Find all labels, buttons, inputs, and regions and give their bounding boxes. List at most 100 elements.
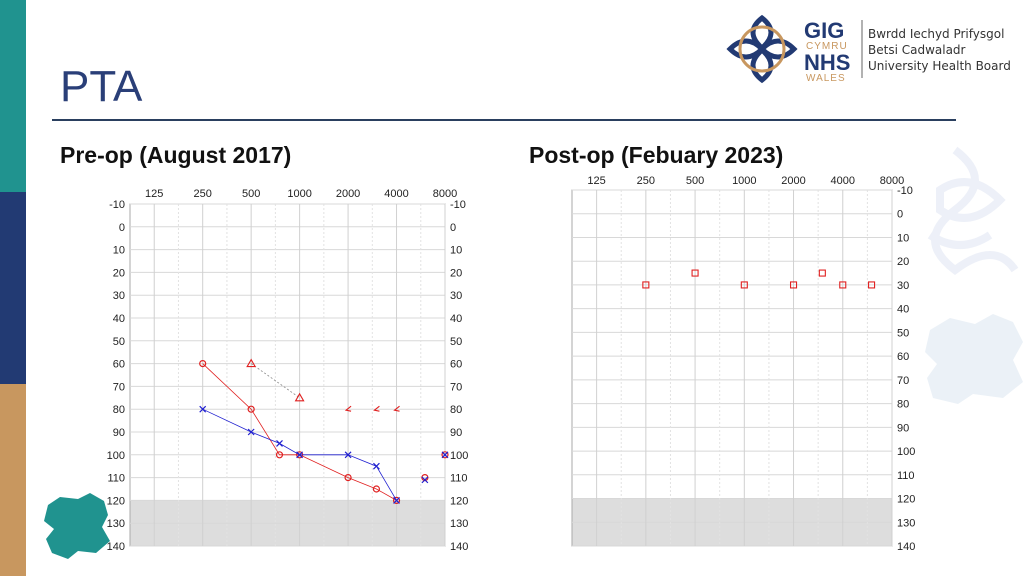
y-tick-right: 10 bbox=[897, 232, 909, 244]
point-square bbox=[789, 281, 798, 289]
series-line bbox=[250, 363, 300, 399]
point-circle bbox=[247, 405, 255, 413]
x-tick: 500 bbox=[686, 175, 704, 187]
y-tick-right: 20 bbox=[897, 256, 909, 268]
y-tick-right: 70 bbox=[450, 381, 462, 393]
y-tick-left: 80 bbox=[113, 404, 125, 416]
celtic-knot-icon bbox=[726, 14, 798, 84]
y-tick-right: 130 bbox=[450, 518, 468, 530]
point-square bbox=[818, 269, 826, 277]
point-cross bbox=[441, 451, 449, 459]
faded-knot-watermark bbox=[927, 146, 1019, 276]
y-tick-right: 80 bbox=[897, 399, 909, 411]
post-op-audiogram: -10 0 10 20 30 40 50 60 70 80 90 100 110 120 130 140 125… bbox=[571, 175, 915, 553]
y-tick-right: 60 bbox=[450, 359, 462, 371]
x-tick: 500 bbox=[242, 188, 260, 200]
y-tick-left: 40 bbox=[113, 313, 125, 325]
pre-op-audiogram: -10 -10 0 0 10 10 20 20 30 30 40 40 50 50 60 60 70 70 80 80… bbox=[107, 188, 469, 553]
point-cross bbox=[393, 496, 400, 504]
y-tick-left: 130 bbox=[107, 518, 125, 530]
logo-wales: WALES bbox=[806, 73, 846, 84]
y-tick-right: 130 bbox=[897, 517, 915, 529]
logo-line2: Betsi Cadwaladr bbox=[868, 43, 966, 57]
y-tick-left: 0 bbox=[119, 222, 125, 234]
point-triangle bbox=[294, 392, 305, 402]
y-tick-right: 90 bbox=[450, 427, 462, 439]
point-square bbox=[868, 281, 876, 289]
point-circle bbox=[441, 451, 449, 459]
logo-gig: GIG bbox=[804, 18, 844, 43]
y-tick-left: 140 bbox=[107, 541, 125, 553]
y-tick-left: 110 bbox=[107, 473, 125, 485]
y-tick-right: 90 bbox=[897, 422, 909, 434]
y-tick-right: 110 bbox=[450, 473, 468, 485]
y-tick-left: 20 bbox=[113, 267, 125, 279]
point-square bbox=[839, 281, 847, 289]
point-cross bbox=[373, 462, 380, 470]
y-tick-right: 30 bbox=[897, 280, 909, 292]
post-op-heading: Post-op (Febuary 2023) bbox=[529, 142, 784, 168]
y-tick-left: 50 bbox=[113, 336, 125, 348]
x-tick: 1000 bbox=[732, 175, 756, 187]
x-tick: 4000 bbox=[831, 175, 855, 187]
y-tick-right: 80 bbox=[450, 404, 462, 416]
y-tick-right: -10 bbox=[897, 185, 913, 197]
x-tick: 125 bbox=[587, 175, 605, 187]
y-tick-right: 70 bbox=[897, 375, 909, 387]
logo-nhs: NHS bbox=[804, 50, 850, 75]
title-divider bbox=[52, 119, 956, 121]
point-triangle bbox=[246, 358, 257, 368]
plot-frame bbox=[129, 203, 446, 547]
y-tick-left: -10 bbox=[109, 199, 125, 211]
x-tick: 8000 bbox=[433, 188, 457, 200]
x-tick: 250 bbox=[194, 188, 212, 200]
point-square bbox=[740, 281, 748, 289]
y-tick-right: 50 bbox=[450, 336, 462, 348]
point-square bbox=[642, 281, 650, 289]
y-tick-right: 100 bbox=[450, 450, 468, 462]
point-bracket bbox=[393, 405, 400, 412]
x-tick: 250 bbox=[637, 175, 655, 187]
y-tick-right: 50 bbox=[897, 327, 909, 339]
y-tick-right: 0 bbox=[450, 222, 456, 234]
y-tick-right: 20 bbox=[450, 267, 462, 279]
point-square bbox=[691, 269, 699, 277]
x-tick: 8000 bbox=[880, 175, 904, 187]
slide-title: PTA bbox=[60, 62, 143, 111]
plot-frame bbox=[571, 189, 893, 547]
point-circle bbox=[392, 496, 401, 504]
y-tick-left: 30 bbox=[113, 290, 125, 302]
y-tick-left: 120 bbox=[107, 495, 125, 507]
accent-stripe-tan bbox=[0, 384, 26, 576]
accent-stripe-teal bbox=[0, 0, 26, 192]
point-circle bbox=[344, 474, 352, 482]
y-tick-left: 70 bbox=[113, 381, 125, 393]
point-cross bbox=[344, 451, 352, 459]
y-tick-right: -10 bbox=[450, 199, 466, 211]
point-bracket bbox=[344, 405, 352, 412]
x-tick: 1000 bbox=[287, 188, 311, 200]
point-circle bbox=[275, 451, 284, 459]
x-tick: 2000 bbox=[336, 188, 360, 200]
y-tick-right: 120 bbox=[897, 494, 915, 506]
y-tick-right: 120 bbox=[450, 495, 468, 507]
accent-stripe-navy bbox=[0, 192, 26, 384]
y-tick-right: 140 bbox=[897, 541, 915, 553]
point-cross bbox=[421, 476, 429, 484]
point-cross bbox=[296, 451, 304, 459]
y-tick-right: 60 bbox=[897, 351, 909, 363]
wales-map-faded bbox=[925, 314, 1023, 404]
point-cross bbox=[199, 405, 207, 413]
y-tick-right: 30 bbox=[450, 290, 462, 302]
point-bracket bbox=[373, 405, 380, 412]
y-tick-right: 40 bbox=[897, 304, 909, 316]
y-tick-right: 140 bbox=[450, 541, 468, 553]
y-tick-right: 10 bbox=[450, 245, 462, 257]
y-tick-left: 60 bbox=[113, 359, 125, 371]
y-tick-right: 110 bbox=[897, 470, 915, 482]
x-tick: 4000 bbox=[384, 188, 408, 200]
point-cross bbox=[276, 439, 283, 447]
point-cross bbox=[247, 428, 255, 436]
logo-cymru: CYMRU bbox=[806, 41, 848, 52]
y-tick-right: 0 bbox=[897, 209, 903, 221]
